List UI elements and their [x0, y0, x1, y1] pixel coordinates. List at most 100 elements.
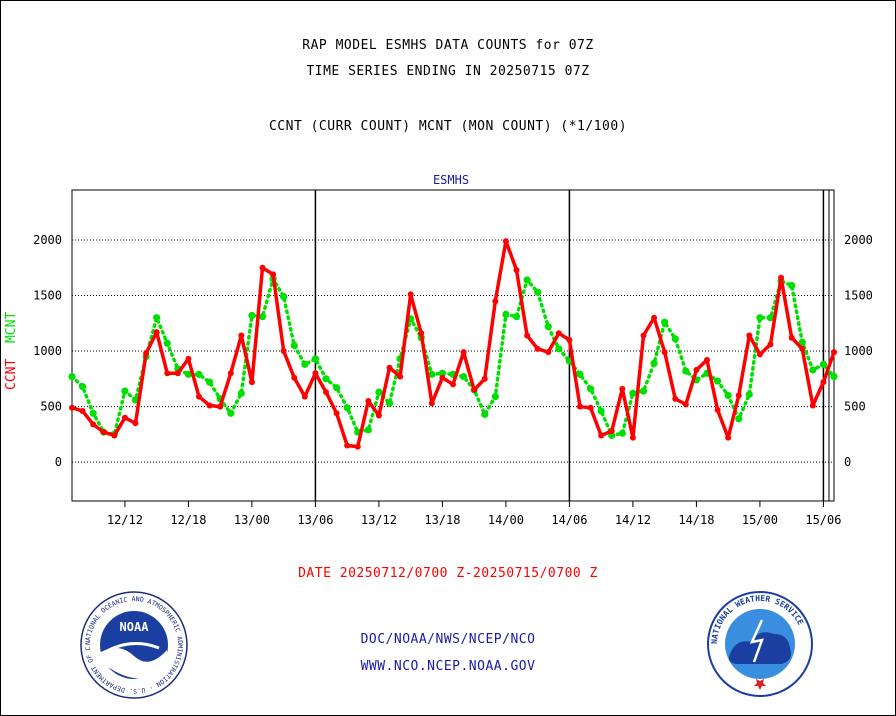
data-point-mcnt — [671, 335, 679, 343]
data-point-mcnt — [121, 387, 129, 395]
gridlines — [72, 239, 834, 463]
data-point-ccnt — [492, 298, 499, 305]
data-point-mcnt — [375, 388, 383, 396]
data-point-mcnt — [364, 426, 372, 434]
data-point-mcnt — [830, 373, 838, 381]
footer-website: WWW.NCO.NCEP.NOAA.GOV — [360, 659, 536, 674]
data-point-mcnt — [745, 390, 753, 398]
data-point-ccnt — [555, 330, 562, 337]
data-point-mcnt — [650, 359, 658, 367]
x-tick-label: 12/12 — [107, 513, 143, 527]
data-point-mcnt — [798, 338, 806, 346]
data-point-ccnt — [280, 348, 287, 355]
data-point-ccnt — [672, 395, 679, 402]
data-point-ccnt — [217, 403, 224, 410]
data-point-ccnt — [513, 266, 520, 273]
x-tick-label: 14/18 — [678, 513, 714, 527]
data-point-ccnt — [799, 345, 806, 352]
data-point-ccnt — [386, 364, 393, 371]
data-point-ccnt — [164, 370, 171, 377]
data-point-mcnt — [502, 310, 510, 318]
nws-logo: NATIONAL WEATHER SERVICE — [707, 591, 813, 697]
data-point-mcnt — [512, 313, 521, 321]
data-point-mcnt — [248, 311, 256, 320]
data-point-mcnt — [629, 389, 637, 397]
data-point-ccnt — [629, 434, 636, 441]
data-point-ccnt — [545, 349, 552, 356]
data-point-ccnt — [587, 404, 594, 411]
data-point-ccnt — [301, 393, 308, 400]
data-point-ccnt — [185, 355, 192, 362]
data-point-ccnt — [735, 392, 742, 399]
data-point-ccnt — [248, 379, 255, 386]
data-point-ccnt — [767, 341, 774, 348]
data-point-ccnt — [121, 414, 128, 421]
y-tick-label-left: 1000 — [33, 344, 62, 358]
data-point-mcnt — [724, 391, 732, 400]
data-point-mcnt — [227, 409, 235, 417]
data-point-ccnt — [375, 412, 382, 419]
data-point-mcnt — [756, 314, 764, 322]
data-point-mcnt — [322, 375, 330, 383]
data-point-mcnt — [237, 389, 245, 397]
data-point-mcnt — [534, 288, 542, 296]
data-point-mcnt — [195, 370, 203, 378]
plot-border — [71, 189, 835, 502]
x-tick-label: 12/18 — [170, 513, 206, 527]
x-tick-label: 14/06 — [551, 513, 587, 527]
data-point-ccnt — [354, 443, 361, 450]
x-tick-label: 13/12 — [361, 513, 397, 527]
data-point-ccnt — [196, 393, 202, 400]
data-point-mcnt — [301, 360, 309, 368]
data-point-mcnt — [682, 367, 690, 375]
data-point-ccnt — [132, 420, 139, 427]
y-tick-label-left: 2000 — [33, 233, 62, 247]
y-tick-label-right: 2000 — [844, 233, 873, 247]
data-point-ccnt — [259, 264, 266, 271]
data-point-ccnt — [344, 442, 351, 449]
data-point-mcnt — [481, 410, 489, 418]
data-point-mcnt — [205, 378, 214, 386]
data-point-mcnt — [68, 373, 76, 381]
data-point-ccnt — [577, 403, 583, 410]
data-point-mcnt — [586, 385, 595, 393]
data-point-ccnt — [809, 402, 816, 409]
data-point-mcnt — [713, 377, 722, 385]
data-point-ccnt — [619, 385, 626, 392]
data-point-mcnt — [639, 387, 648, 395]
data-point-ccnt — [651, 314, 658, 321]
y-tick-label-left: 500 — [40, 400, 62, 414]
data-point-ccnt — [608, 428, 615, 435]
data-point-ccnt — [788, 334, 795, 341]
y-tick-label-right: 500 — [844, 400, 866, 414]
data-point-ccnt — [831, 349, 837, 356]
data-point-mcnt — [290, 341, 298, 350]
data-point-ccnt — [111, 432, 118, 439]
data-point-ccnt — [704, 356, 710, 363]
data-point-ccnt — [481, 375, 488, 382]
data-point-mcnt — [544, 323, 552, 331]
data-point-ccnt — [174, 370, 181, 377]
data-point-mcnt — [438, 369, 447, 377]
data-point-ccnt — [227, 370, 234, 377]
data-point-ccnt — [756, 351, 763, 358]
x-tick-label: 15/06 — [805, 513, 841, 527]
noaa-logo: NATIONAL OCEANIC AND ATMOSPHERIC ADMINIS… — [79, 590, 188, 699]
data-point-ccnt — [143, 350, 150, 357]
data-point-mcnt — [576, 370, 584, 378]
footer-org-path: DOC/NOAA/NWS/NCEP/NCO — [360, 632, 536, 647]
data-point-ccnt — [746, 332, 753, 339]
data-point-mcnt — [491, 392, 499, 401]
data-point-ccnt — [365, 398, 372, 405]
data-point-mcnt — [163, 339, 171, 347]
data-point-ccnt — [323, 389, 329, 396]
chart-subtitle: CCNT (CURR COUNT) MCNT (MON COUNT) (*1/1… — [268, 119, 628, 134]
data-point-ccnt — [397, 373, 404, 380]
x-tick-label: 14/00 — [488, 513, 524, 527]
data-point-mcnt — [385, 399, 394, 407]
data-point-ccnt — [153, 329, 160, 336]
data-point-ccnt — [450, 381, 456, 388]
x-tick-label: 14/12 — [615, 513, 651, 527]
series-layer — [68, 238, 838, 450]
